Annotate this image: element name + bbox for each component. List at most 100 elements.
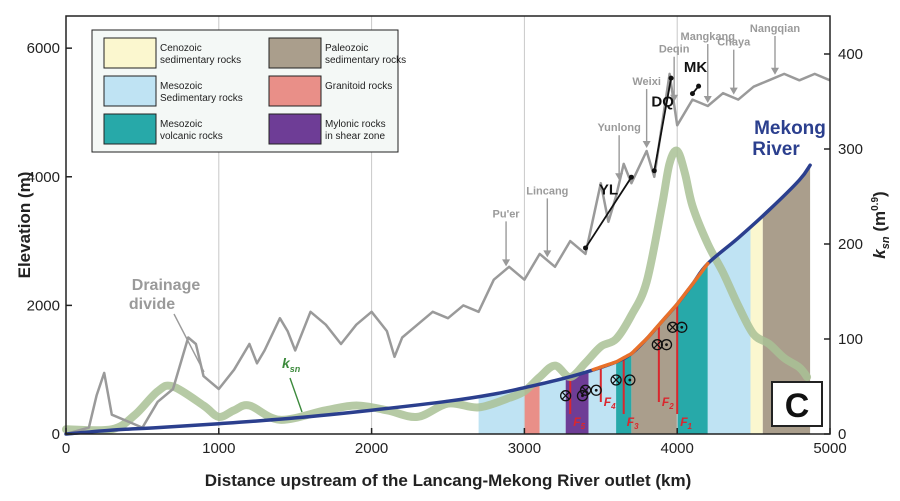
place-label: Lincang (526, 185, 568, 197)
band-mesozoic_sed (707, 226, 751, 434)
band-granitoid (524, 384, 540, 434)
segment-label: MK (684, 59, 707, 76)
arrow-end-icon (668, 75, 674, 81)
arrow-end-icon (696, 83, 702, 89)
dot-circle-icon (660, 339, 673, 351)
legend-label: Mesozoic (160, 119, 202, 130)
dot-circle-icon (624, 374, 636, 386)
cross-icon (561, 391, 570, 400)
arrow-down-icon (615, 173, 624, 181)
cross-circle-icon (651, 339, 663, 351)
y-right-tick-label: 400 (838, 46, 863, 63)
dot-circle-icon (590, 384, 602, 396)
segment-arrow (653, 78, 672, 171)
legend-swatch-paleozoic (268, 37, 322, 69)
fault-label: F3 (627, 415, 639, 431)
y-left-axis-label: Elevation (m) (15, 172, 34, 279)
y-right-tick-label: 200 (838, 236, 863, 253)
cross-circle-icon (610, 374, 622, 386)
faults: F1 F2 F3 F4 F5 (569, 304, 693, 431)
arrow-down-icon (543, 250, 552, 258)
place-label: Mangkang (681, 31, 735, 43)
cross-circle-icon (560, 390, 572, 402)
drainage-divide-leader (173, 313, 205, 373)
fault-label: F1 (680, 415, 692, 431)
arrow-end-icon (689, 91, 695, 97)
x-axis-label: Distance upstream of the Lancang-Mekong … (205, 471, 691, 490)
y-left-tick-label: 6000 (27, 40, 60, 57)
x-tick-label: 4000 (661, 440, 694, 457)
legend-label: Granitoid rocks (325, 81, 392, 92)
arrow-down-icon (502, 259, 511, 267)
panel-label-box (771, 381, 823, 427)
legend-swatch-mylonic (268, 113, 322, 145)
x-tick-label: 3000 (508, 440, 541, 457)
ksn-leader (289, 377, 303, 413)
dot-icon (594, 388, 598, 392)
x-tick-label: 1000 (202, 440, 235, 457)
drainage-divide-label: Drainage (132, 277, 201, 294)
place-label: Yunlong (597, 122, 640, 134)
dot-icon (665, 343, 668, 347)
legend-label: volcanic rocks (160, 131, 223, 142)
dot-circle-icon (676, 321, 688, 333)
legend-swatch-mesozoic_sed (103, 75, 157, 107)
mekong-river-label: River (752, 139, 800, 160)
place-label: Deqin (659, 44, 690, 56)
arrow-down-icon (703, 96, 712, 104)
arrow-down-icon (642, 141, 651, 149)
ksn-label: ksn (282, 355, 301, 374)
cross-icon (581, 386, 590, 395)
band-paleozoic (631, 304, 678, 434)
drainage-divide-label: divide (129, 296, 175, 313)
fault-label: F5 (573, 415, 585, 431)
legend-label: sedimentary rocks (160, 55, 241, 66)
mekong-river-highlight (591, 261, 710, 372)
shear-marks (560, 321, 688, 402)
legend-label: Mylonic rocks (325, 119, 386, 130)
band-mesozoic_sed (539, 377, 566, 434)
lithology-bands (478, 165, 811, 434)
ksn-line (62, 146, 812, 435)
arrow-down-icon (770, 67, 779, 75)
arrow-end-icon (651, 168, 657, 174)
y-right-tick-label: 0 (838, 426, 846, 443)
legend-swatch-granitoid (268, 75, 322, 107)
legend-label: sedimentary rocks (325, 55, 406, 66)
axes: 0 1000 2000 3000 4000 50000200040006000010020… (15, 15, 892, 490)
panel-label: C (785, 387, 810, 425)
segment-label: DQ (651, 93, 674, 110)
y-left-tick-label: 4000 (27, 169, 60, 186)
segment-label: YL (599, 182, 618, 199)
place-label: Nangqian (750, 23, 800, 35)
legend-label: in shear zone (325, 131, 385, 142)
dot-circle-icon (576, 390, 589, 402)
dot-icon (680, 325, 684, 329)
cross-circle-icon (579, 384, 592, 396)
arrow-end-icon (583, 245, 589, 251)
place-label: Chaya (717, 37, 751, 49)
place-labels: Pu'er Lincang Yunlong Weixi DeqinMangkangCha… (493, 23, 800, 267)
x-tick-label: 2000 (355, 440, 388, 457)
legend-label: Sedimentary rocks (160, 93, 243, 104)
y-right-axis-label: ksn (m0.9) (870, 191, 892, 258)
cross-icon (612, 376, 621, 384)
legend-label: Mesozoic (160, 81, 202, 92)
legend-label: Paleozoic (325, 43, 368, 54)
y-left-tick-label: 0 (52, 426, 60, 443)
arrow-end-icon (628, 174, 634, 180)
dot-icon (628, 378, 632, 382)
band-cenozoic (750, 215, 763, 434)
x-tick-label: 5000 (813, 440, 846, 457)
place-label: Weixi (632, 76, 661, 88)
fault-label: F2 (662, 395, 674, 411)
band-mesozoic_sed (588, 362, 617, 434)
cross-icon (668, 323, 677, 332)
segment-arrow (584, 176, 633, 249)
fault-label: F4 (604, 395, 616, 411)
band-mesozoic_volc (677, 263, 708, 434)
legend-swatch-cenozoic (103, 37, 157, 69)
